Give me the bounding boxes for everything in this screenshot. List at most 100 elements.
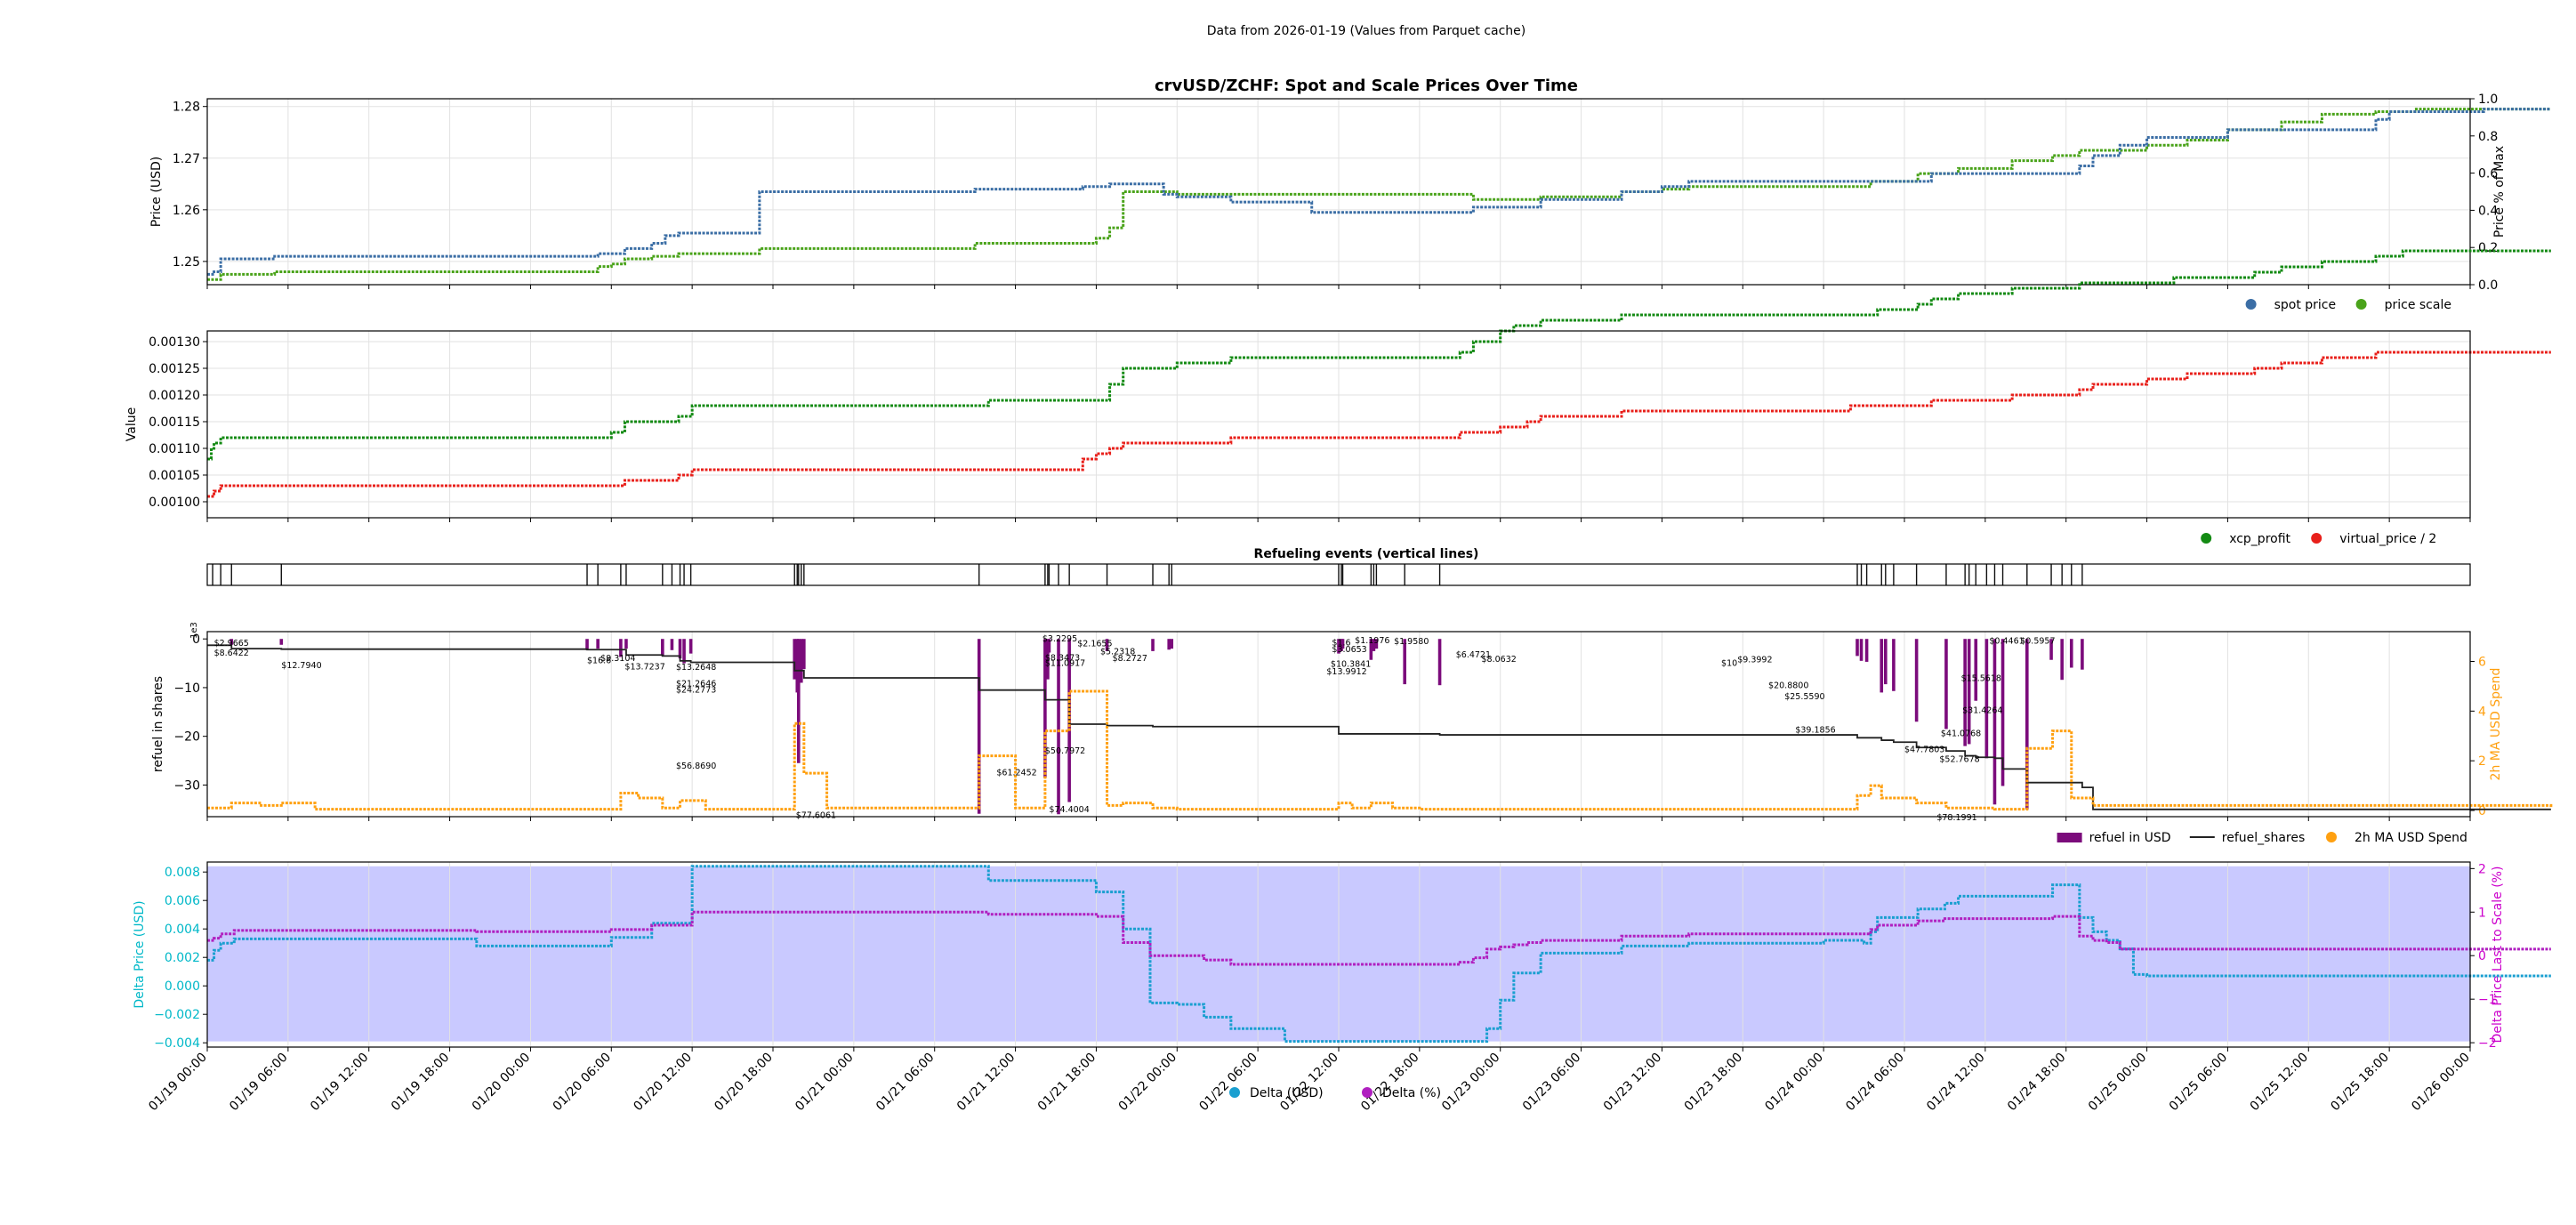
chart-5-ylabel-right: Delta Price Last to Scale (%) bbox=[2491, 866, 2505, 1044]
refuel-bar bbox=[1963, 639, 1967, 746]
chart-0-y2-tick-label: 0.2 bbox=[2478, 241, 2498, 255]
refuel-annotation: $6.4721 bbox=[1456, 650, 1491, 660]
refuel-shares-line bbox=[207, 644, 2551, 810]
refuel-bar bbox=[1864, 639, 1869, 662]
chart-4-y-tick-label: −10 bbox=[173, 681, 200, 696]
x-tick-label: 01/22 12:00 bbox=[1277, 1051, 1341, 1115]
refuel-bar bbox=[688, 639, 693, 654]
refuel-bar bbox=[2081, 639, 2084, 670]
chart-2-legend-label: virtual_price / 2 bbox=[2339, 532, 2436, 546]
refuel-annotation: $39.1856 bbox=[1795, 725, 1835, 735]
refuel-bar bbox=[802, 639, 806, 670]
chart-1-legend-label: price scale bbox=[2385, 298, 2451, 312]
chart-5-ylabel: Delta Price (USD) bbox=[133, 900, 147, 1008]
chart-0-y-tick-label: 1.27 bbox=[173, 152, 200, 166]
x-tick-label: 01/20 12:00 bbox=[631, 1051, 695, 1115]
refuel-bar bbox=[1992, 639, 1997, 805]
chart-5-y2-tick-label: 1 bbox=[2478, 906, 2486, 920]
chart-0-y2-tick-label: 1.0 bbox=[2478, 93, 2498, 107]
refuel-bar bbox=[977, 639, 981, 814]
refuel-bar bbox=[1944, 639, 1948, 729]
refuel-annotation: $1.6 bbox=[1332, 638, 1350, 648]
refuel-annotation: $10.3841 bbox=[1331, 659, 1371, 669]
x-tick-label: 01/23 18:00 bbox=[1682, 1051, 1746, 1115]
refuel-bar bbox=[1170, 639, 1174, 649]
chart-4-y-tick-label: 0 bbox=[192, 633, 200, 647]
chart-5-y2-tick-label: −2 bbox=[2478, 1036, 2497, 1051]
refuel-annotation: $0.4461 bbox=[1989, 637, 2024, 647]
refuel-annotation: $24.2773 bbox=[676, 685, 716, 695]
refuel-bar bbox=[793, 639, 797, 680]
x-tick-label: 01/24 06:00 bbox=[1843, 1051, 1907, 1115]
x-tick-label: 01/21 00:00 bbox=[793, 1051, 857, 1115]
refuel-annotation: $77.6061 bbox=[796, 811, 836, 821]
refuel-bar bbox=[1967, 639, 1971, 745]
chart-4-frame bbox=[206, 861, 2471, 1048]
chart-5-y-tick-label: −0.004 bbox=[154, 1036, 200, 1051]
refuel-annotation: $8.2727 bbox=[1113, 654, 1147, 664]
refuel-bar bbox=[1884, 639, 1888, 685]
refuel-bar bbox=[682, 639, 686, 664]
refuel-annotation: $12.7940 bbox=[281, 661, 321, 671]
refuel-bar bbox=[670, 639, 674, 650]
chart-0-y2-tick-label: 0.8 bbox=[2478, 130, 2498, 144]
refuel-annotation: $47.7803 bbox=[1904, 745, 1944, 755]
refuel-annotation: $50.7972 bbox=[1045, 746, 1085, 756]
chart-3-frame bbox=[206, 631, 2471, 818]
refuel-annotation: $13.2648 bbox=[676, 663, 716, 673]
refuel-bar bbox=[1046, 639, 1050, 680]
refuel-annotation: $0.5957 bbox=[2020, 637, 2055, 647]
x-tick-label: 01/21 12:00 bbox=[954, 1051, 1018, 1115]
chart-5-y2-tick-label: 2 bbox=[2478, 862, 2486, 876]
refuel-bar bbox=[619, 639, 623, 657]
x-tick-label: 01/23 00:00 bbox=[1439, 1051, 1503, 1115]
chart-1-title: crvUSD/ZCHF: Spot and Scale Prices Over … bbox=[1155, 77, 1578, 95]
delta-usd-line bbox=[207, 865, 2551, 1044]
chart-5-legend-swatch bbox=[1229, 1087, 1240, 1098]
chart-1-legend-swatch bbox=[2355, 299, 2367, 310]
refuel-annotation: $1.9580 bbox=[1394, 637, 1429, 647]
refuel-annotation: $21.2646 bbox=[676, 679, 716, 689]
chart-0-y2-tick-label: 0.4 bbox=[2478, 204, 2498, 218]
refuel-annotation: $10 bbox=[1721, 658, 1737, 668]
chart-5-y-tick-label: 0.004 bbox=[165, 923, 200, 937]
refuel-bar bbox=[1167, 639, 1171, 650]
chart-2-y-tick-label: 0.00130 bbox=[149, 335, 200, 350]
chart-5-y-tick-label: 0.008 bbox=[165, 866, 200, 880]
refuel-bar bbox=[279, 639, 284, 645]
chart-4-ylabel: refuel in shares bbox=[151, 676, 165, 772]
refuel-bar bbox=[2069, 639, 2073, 668]
chart-1-frame bbox=[206, 330, 2471, 519]
chart-4-y-tick-label: −30 bbox=[173, 778, 200, 793]
refuel-annotation: $16.6 bbox=[587, 657, 611, 666]
x-tick-label: 01/21 18:00 bbox=[1035, 1051, 1099, 1115]
refuel-bar bbox=[1892, 639, 1896, 691]
x-tick-label: 01/19 06:00 bbox=[227, 1051, 291, 1115]
refuel-annotation: $8.3473 bbox=[1045, 653, 1080, 663]
x-tick-label: 01/22 18:00 bbox=[1358, 1051, 1422, 1115]
refuel-annotation: $78.1991 bbox=[1936, 813, 1976, 823]
refuel-annotation: $9.3104 bbox=[600, 654, 635, 664]
x-tick-label: 01/24 18:00 bbox=[2005, 1051, 2069, 1115]
refuel-annotation: $56.8690 bbox=[676, 762, 716, 771]
refuel-annotation: $2.9665 bbox=[214, 639, 249, 649]
chart-5-y-tick-label: 0.006 bbox=[165, 894, 200, 908]
chart-1-legend-swatch bbox=[2245, 299, 2257, 310]
refuel-bar bbox=[1974, 639, 1978, 701]
refuel-bar bbox=[678, 639, 682, 659]
refuel-annotation: $25.5590 bbox=[1784, 692, 1824, 702]
chart-5-y-tick-label: −0.002 bbox=[154, 1008, 200, 1022]
x-tick-label: 01/24 12:00 bbox=[1924, 1051, 1988, 1115]
chart-3-frame bbox=[206, 563, 2471, 586]
refuel-bar bbox=[1374, 639, 1379, 649]
chart-0-y-tick-label: 1.25 bbox=[173, 255, 200, 270]
refuel-bar bbox=[1047, 639, 1051, 653]
chart-4-legend-swatch bbox=[2326, 832, 2337, 842]
spot-price-line bbox=[207, 108, 2551, 276]
chart-0-y2-tick-label: 0.0 bbox=[2478, 278, 2498, 293]
chart-5-y2-tick-label: −1 bbox=[2478, 993, 2497, 1007]
refuel-bar bbox=[1372, 639, 1376, 651]
chart-1-legend-label: spot price bbox=[2274, 298, 2337, 312]
refuel-bar bbox=[1437, 639, 1442, 686]
refuel-annotation: $41.0768 bbox=[1941, 729, 1981, 739]
